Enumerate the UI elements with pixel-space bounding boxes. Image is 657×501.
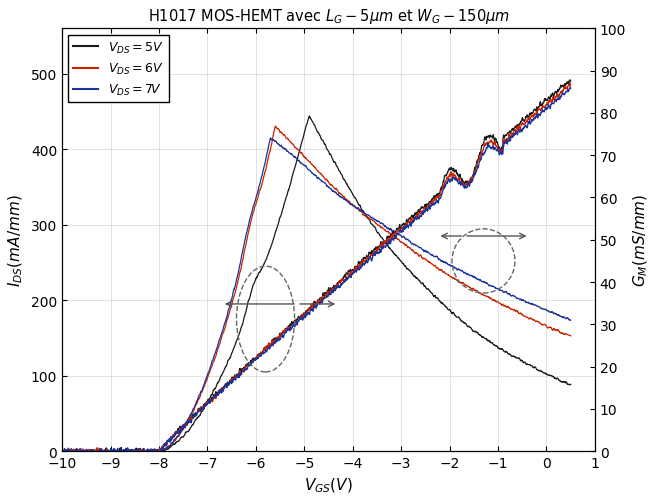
- Legend: $V_{DS} = 5V$, $V_{DS} = 6V$, $V_{DS} = 7V$: $V_{DS} = 5V$, $V_{DS} = 6V$, $V_{DS} = …: [68, 36, 169, 103]
- Y-axis label: $I_{DS}(mA/mm)$: $I_{DS}(mA/mm)$: [7, 194, 26, 287]
- Title: H1017 MOS-HEMT avec $L_G - 5\mu m$ et $W_G - 150\mu m$: H1017 MOS-HEMT avec $L_G - 5\mu m$ et $W…: [148, 7, 509, 26]
- X-axis label: $V_{GS}(V)$: $V_{GS}(V)$: [304, 476, 353, 494]
- Y-axis label: $G_M(mS/mm)$: $G_M(mS/mm)$: [631, 194, 650, 287]
